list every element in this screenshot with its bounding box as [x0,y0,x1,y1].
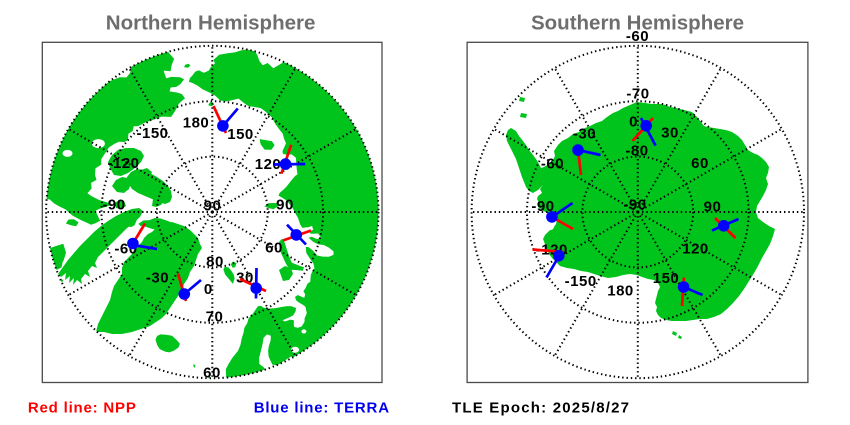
svg-text:180: 180 [183,115,210,132]
svg-text:-120: -120 [107,155,139,172]
svg-text:-60: -60 [626,28,649,45]
svg-text:70: 70 [206,309,224,326]
svg-text:-90: -90 [102,197,125,214]
svg-text:Northern Hemisphere: Northern Hemisphere [106,11,316,34]
svg-text:90: 90 [276,197,294,214]
svg-text:-90: -90 [623,197,646,214]
svg-text:90: 90 [704,199,722,216]
svg-text:-70: -70 [626,86,649,103]
svg-text:120: 120 [255,156,282,173]
svg-text:-80: -80 [625,143,648,160]
svg-text:150: 150 [653,270,680,287]
svg-text:90: 90 [204,198,222,215]
svg-text:-30: -30 [146,270,169,287]
svg-text:-90: -90 [531,198,554,215]
svg-text:Red line: NPP: Red line: NPP [28,399,137,416]
svg-text:120: 120 [682,241,709,258]
svg-text:80: 80 [206,254,224,271]
svg-text:-150: -150 [136,125,168,142]
svg-text:TLE Epoch: 2025/8/27: TLE Epoch: 2025/8/27 [452,399,630,416]
svg-text:180: 180 [607,283,634,300]
svg-text:Blue line: TERRA: Blue line: TERRA [254,399,390,416]
svg-text:60: 60 [265,240,283,257]
svg-text:150: 150 [227,126,254,143]
svg-text:-30: -30 [573,126,596,143]
svg-text:0: 0 [204,281,213,298]
svg-text:-60: -60 [541,156,564,173]
svg-text:60: 60 [203,365,221,382]
svg-text:30: 30 [661,125,679,142]
svg-text:0: 0 [629,114,638,131]
svg-text:-150: -150 [565,273,597,290]
svg-text:60: 60 [691,155,709,172]
svg-text:Southern Hemisphere: Southern Hemisphere [531,11,744,34]
